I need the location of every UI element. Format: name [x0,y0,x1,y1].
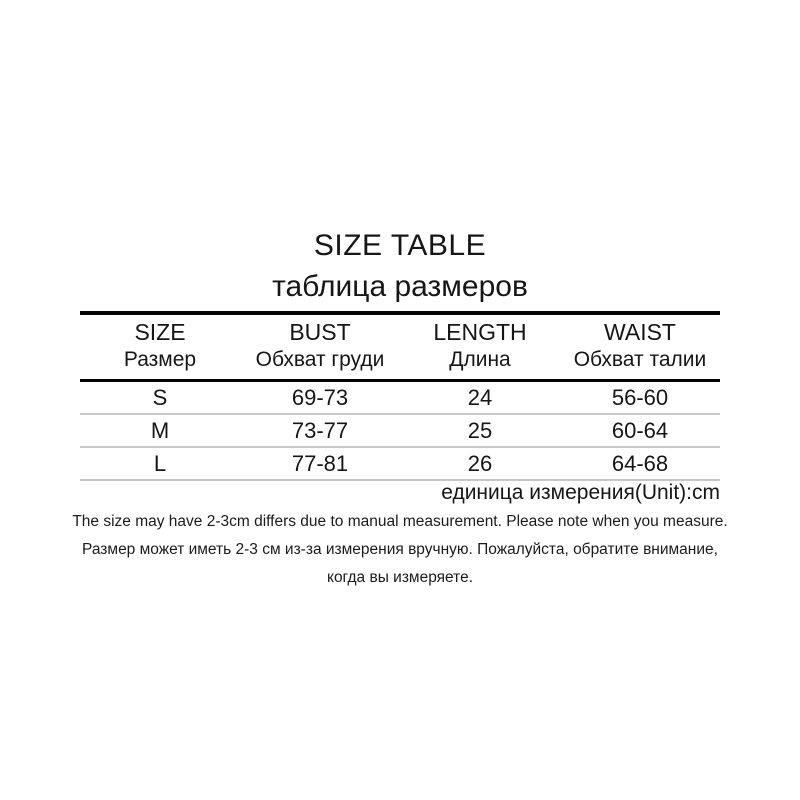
column-header-size-en: SIZE [134,319,186,345]
cell-size: M [80,414,240,448]
size-table-body: S 69-73 24 56-60 M 73-77 25 60-64 L 77-8… [80,380,720,481]
column-header-waist-en: WAIST [604,319,676,345]
column-header-bust-ru: Обхват груди [255,348,385,371]
cell-length: 26 [400,447,560,481]
cell-bust: 77-81 [240,447,400,481]
page-title: SIZE TABLE [313,229,487,262]
size-table-header: SIZE Размер BUST Обхват груди LENGTH Дли… [80,313,720,382]
cell-bust: 69-73 [240,380,400,415]
page-subtitle: таблица размеров [272,270,528,303]
header-row: SIZE Размер BUST Обхват груди LENGTH Дли… [80,313,720,382]
unit-note: единица измерения(Unit):cm [441,481,720,504]
measurement-note-line-ru-2: когда вы измеряете. [326,569,474,586]
column-header-length-en: LENGTH [433,319,527,345]
column-header-size-ru: Размер [123,348,197,371]
cell-length: 24 [400,380,560,415]
cell-waist: 64-68 [560,447,720,481]
table-row-s: S 69-73 24 56-60 [80,380,720,415]
table-row-m: M 73-77 25 60-64 [80,414,720,448]
table-row-l: L 77-81 26 64-68 [80,447,720,481]
cell-bust: 73-77 [240,414,400,448]
cell-size: S [80,380,240,415]
column-header-waist-ru: Обхват талии [573,348,707,371]
cell-size: L [80,447,240,481]
column-header-size: SIZE Размер [80,313,240,382]
column-header-bust: BUST Обхват груди [240,313,400,382]
column-header-waist: WAIST Обхват талии [560,313,720,382]
cell-waist: 60-64 [560,414,720,448]
measurement-note-line-en: The size may have 2-3cm differs due to m… [72,513,728,530]
cell-waist: 56-60 [560,380,720,415]
measurement-note: The size may have 2-3cm differs due to m… [0,508,800,592]
column-header-bust-en: BUST [289,319,351,345]
column-header-length: LENGTH Длина [400,313,560,382]
size-table: SIZE Размер BUST Обхват груди LENGTH Дли… [80,311,720,481]
measurement-note-line-ru-1: Размер может иметь 2-3 см из-за измерени… [82,541,718,558]
column-header-length-ru: Длина [449,348,511,371]
cell-length: 25 [400,414,560,448]
